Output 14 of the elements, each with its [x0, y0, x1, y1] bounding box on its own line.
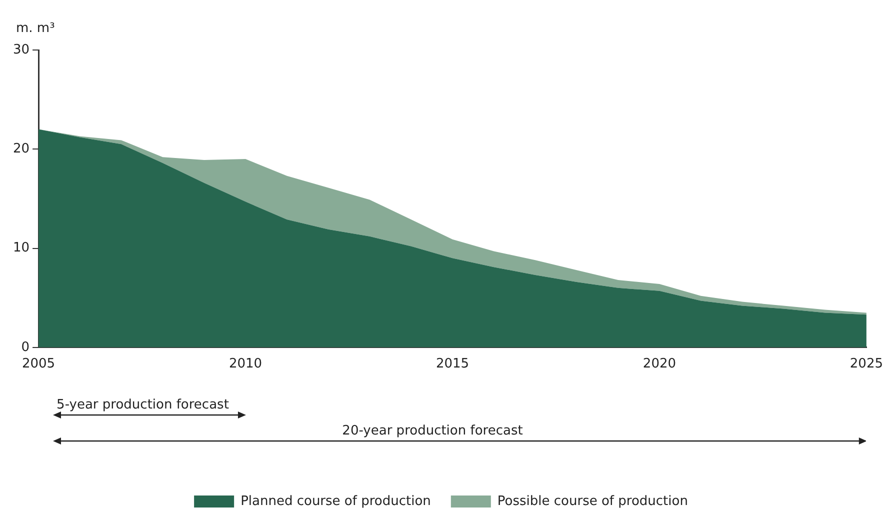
x-tick-label: 2005 — [22, 356, 56, 372]
y-tick-label: 30 — [12, 42, 30, 58]
text: 5-year production forecast — [56, 397, 229, 412]
legend-label: Possible course of production — [497, 494, 688, 509]
y-tick-label: 0 — [21, 340, 30, 355]
y-tick-label: 20 — [12, 142, 30, 157]
x-tick-label: 2015 — [436, 356, 470, 372]
legend-label: Planned course of production — [240, 494, 431, 509]
y-axis-title: m. m³ — [16, 21, 55, 36]
y-tick-label: 10 — [12, 240, 30, 256]
text: 20-year production forecast — [342, 423, 523, 438]
x-tick-label: 2010 — [228, 356, 262, 372]
x-tick-label: 2025 — [850, 356, 884, 372]
x-tick-label: 2020 — [642, 356, 676, 372]
